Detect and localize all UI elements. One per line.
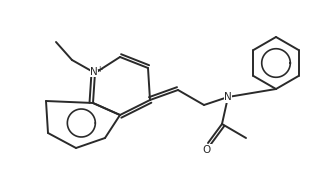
Text: N: N — [90, 67, 98, 77]
Text: N: N — [224, 92, 232, 102]
Text: +: + — [96, 65, 102, 74]
Text: O: O — [203, 145, 211, 155]
